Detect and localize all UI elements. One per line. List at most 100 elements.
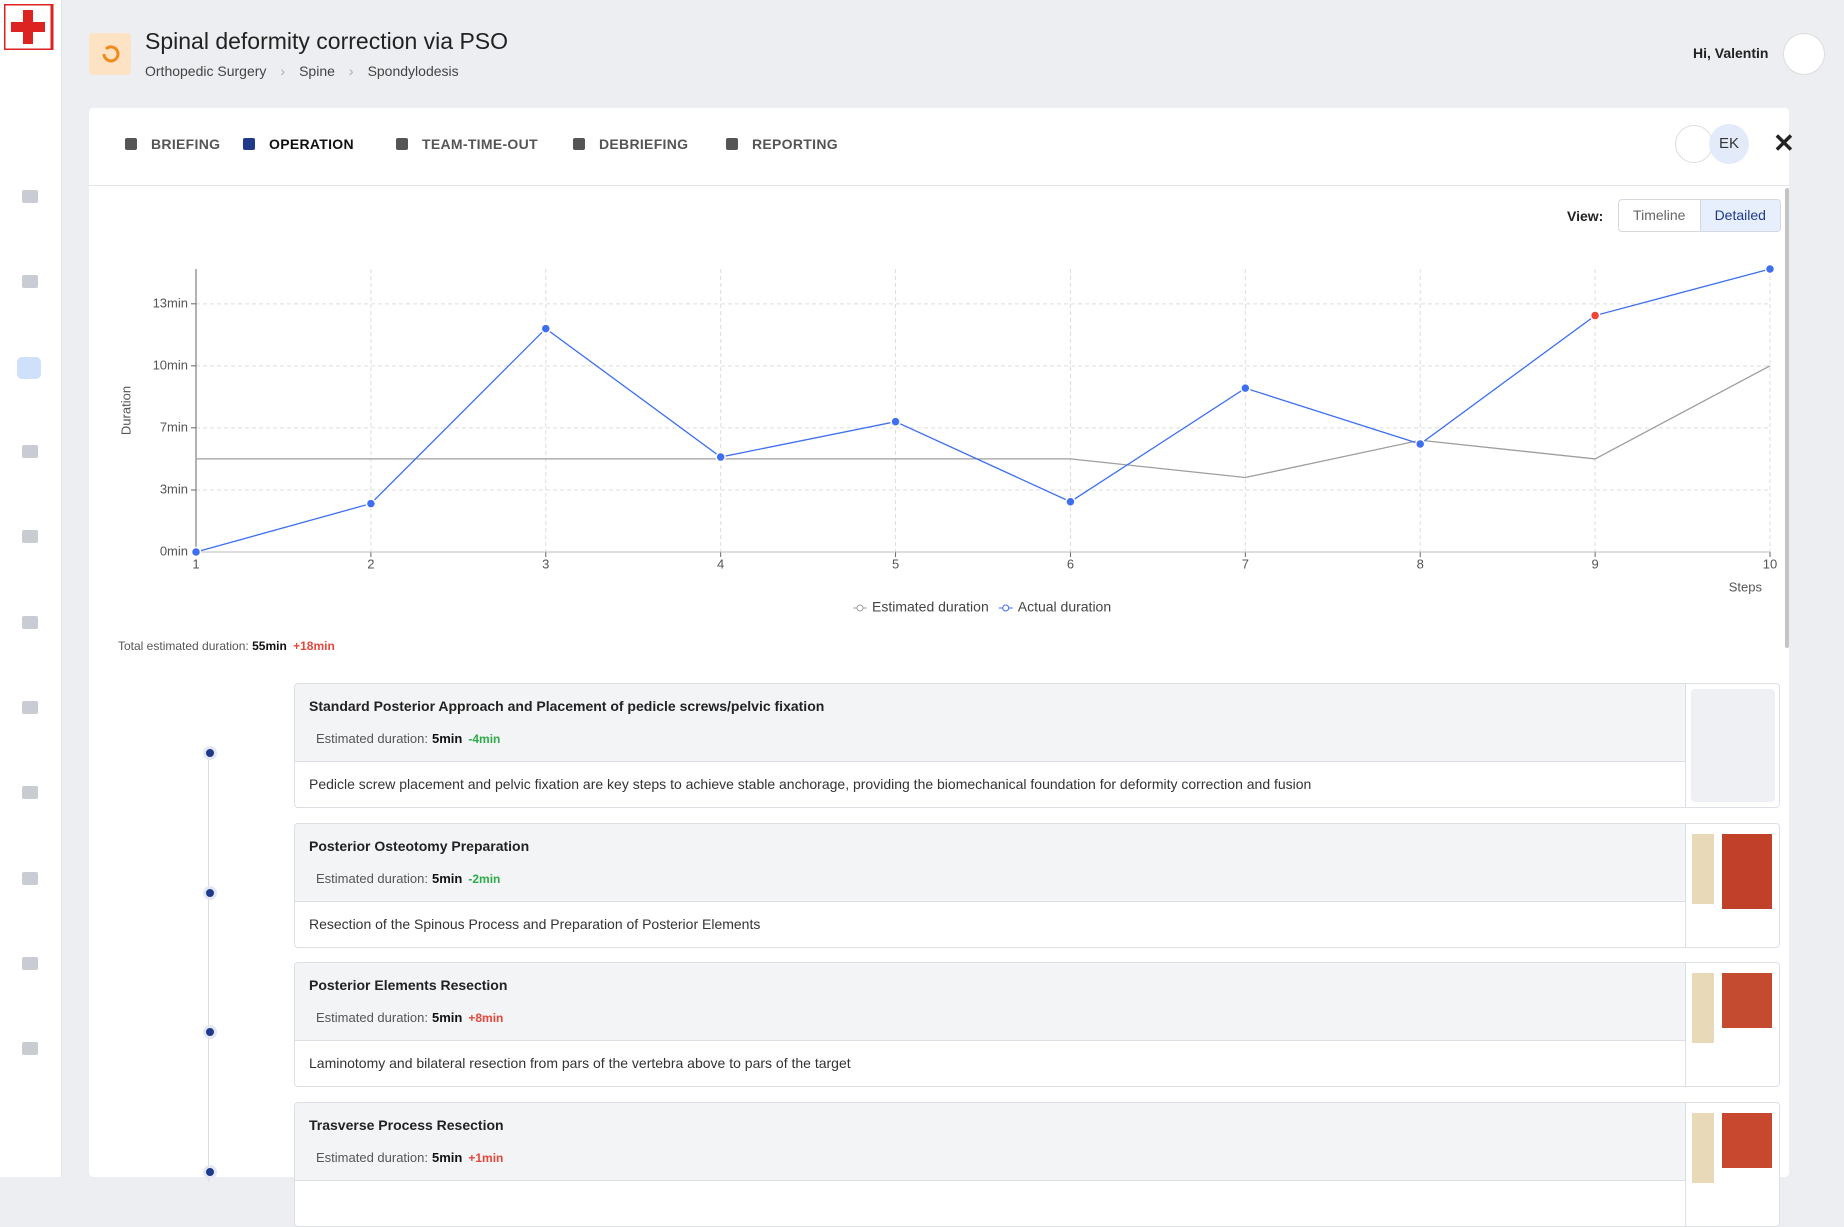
nav-icon-active[interactable] [17,357,41,379]
estimate-delta: +8min [468,1011,504,1025]
timeline-line [208,751,209,1181]
thumbnail [1722,973,1772,1028]
x-tick-label: 4 [717,556,724,571]
main-card: BRIEFING OPERATION TEAM-TIME-OUT DEBRIEFING… [89,108,1795,1227]
legend-label: Estimated duration [872,599,989,615]
thumbnail [1692,973,1714,1043]
estimate-label: Estimated duration: [316,731,429,746]
avatar-image [1675,125,1713,163]
step-images [1685,963,1779,1086]
close-button[interactable]: ✕ [1773,128,1795,158]
tab[interactable]: OPERATION [243,136,354,152]
y-tick-label: 7min [160,419,188,434]
step-estimate: Estimated duration: 5min -4min [316,731,500,746]
breadcrumb-separator: › [280,63,286,79]
data-point [1414,438,1426,450]
avatar-initials[interactable]: EK [1709,124,1749,164]
estimate-label: Estimated duration: [316,1150,429,1165]
nav-icon[interactable] [22,530,38,543]
estimate-value: 5min [432,731,463,746]
step-images [1685,684,1779,807]
nav-icon[interactable] [22,872,38,885]
step-card[interactable]: Trasverse Process Resection Estimated dur… [294,1102,1780,1227]
y-tick-label: 13min [153,295,188,310]
page-title: Spinal deformity correction via PSO [145,28,509,54]
data-point [190,546,202,558]
tab[interactable]: TEAM-TIME-OUT [396,136,538,152]
tab-label: OPERATION [269,136,354,152]
series-line [196,365,1771,479]
y-tick-label: 3min [160,481,188,496]
total-duration: Total estimated duration: 55min +18min [118,639,335,653]
step-header: Posterior Elements Resection Estimated du… [295,963,1685,1041]
tab-label: TEAM-TIME-OUT [422,136,538,152]
logo [4,4,54,50]
estimate-delta: -2min [468,872,501,886]
tab[interactable]: BRIEFING [125,136,220,152]
nav-icon[interactable] [22,275,38,288]
step-estimate: Estimated duration: 5min +1min [316,1150,503,1165]
data-point [890,416,901,427]
step-title: Standard Posterior Approach and Placemen… [309,698,825,714]
tab-label: DEBRIEFING [599,136,689,152]
breadcrumb-separator: › [348,63,354,79]
sidebar [0,0,62,1177]
y-tick-label: 0min [160,543,188,558]
tab[interactable]: DEBRIEFING [573,136,688,152]
x-tick-label: 6 [1067,556,1074,571]
tab[interactable]: REPORTING [726,136,838,152]
greeting: Hi, Valentin [1693,45,1769,61]
tab-bar: BRIEFING OPERATION TEAM-TIME-OUT DEBRIEFING… [89,108,1789,186]
x-tick-label: 2 [367,556,374,571]
user-avatar[interactable] [1783,33,1825,75]
data-point [1065,496,1076,507]
nav-icon[interactable] [22,616,38,629]
step-title: Posterior Osteotomy Preparation [309,838,530,854]
legend-swatch [1002,604,1010,612]
x-tick-label: 7 [1242,556,1249,571]
step-images [1685,824,1779,947]
estimate-delta: -4min [468,732,501,746]
x-tick-label: 5 [892,556,899,571]
breadcrumb-item[interactable]: Orthopedic Surgery [145,63,267,79]
y-axis-label: Duration [118,386,133,435]
x-tick-label: 8 [1417,556,1424,571]
thumbnail [1722,834,1772,909]
nav-icon[interactable] [22,786,38,799]
nav-icon[interactable] [22,1042,38,1055]
view-option[interactable]: Timeline [1633,207,1686,223]
estimate-value: 5min [432,871,463,886]
step-estimate: Estimated duration: 5min -2min [316,871,500,886]
thumbnail [1692,1113,1714,1183]
step-description: Resection of the Spinous Process and Pre… [309,916,761,932]
step-header: Posterior Osteotomy Preparation Estimated… [295,824,1685,902]
step-card[interactable]: Posterior Osteotomy Preparation Estimated… [294,823,1780,948]
step-title: Trasverse Process Resection [309,1117,504,1133]
view-label: View: [1567,208,1604,224]
total-value: 55min [252,639,287,653]
timeline-dot [203,886,217,900]
legend-swatch [856,604,864,612]
view-option-active[interactable]: Detailed [1699,200,1780,231]
breadcrumb-item[interactable]: Spondylodesis [367,63,459,79]
timeline-dot [203,1025,217,1039]
nav-icon[interactable] [22,445,38,458]
x-tick-label: 9 [1591,556,1598,571]
data-point [540,323,552,334]
x-tick-label: 3 [542,556,549,571]
estimate-value: 5min [432,1150,463,1165]
y-tick-label: 10min [153,357,188,372]
breadcrumb-item[interactable]: Spine [299,63,335,79]
nav-icon[interactable] [22,957,38,970]
data-point [715,451,726,463]
nav-icon[interactable] [22,190,38,203]
nav-icon[interactable] [22,701,38,714]
estimate-value: 5min [432,1010,463,1025]
thumbnail [1692,834,1714,904]
step-card[interactable]: Standard Posterior Approach and Placemen… [294,683,1780,808]
step-card[interactable]: Posterior Elements Resection Estimated du… [294,962,1780,1087]
data-point [1764,263,1776,275]
step-images [1685,1103,1779,1226]
placeholder-image [1691,689,1775,802]
